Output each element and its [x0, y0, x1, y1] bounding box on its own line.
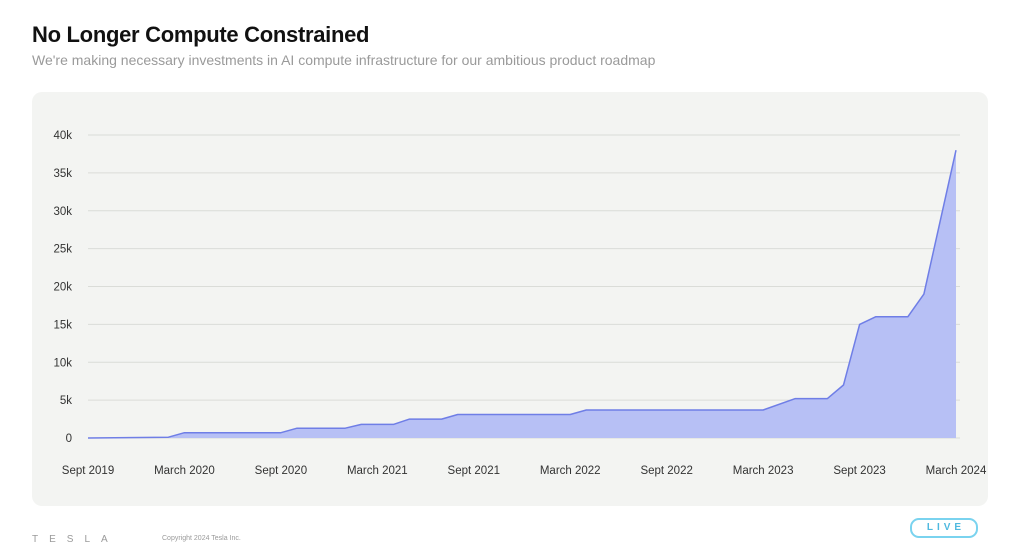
page-title: No Longer Compute Constrained [32, 22, 370, 47]
series-line-0 [87, 150, 957, 439]
x-tick-label: March 2022 [540, 465, 601, 477]
y-tick-label: 25k [53, 244, 72, 256]
series-area-0 [88, 150, 956, 438]
y-tick-label: 20k [53, 282, 72, 294]
copyright-text: Copyright 2024 Tesla Inc. [162, 535, 241, 542]
y-tick-label: 0 [66, 433, 72, 445]
x-tick-label: Sept 2019 [62, 465, 114, 477]
x-tick-label: March 2024 [926, 465, 987, 477]
page-subtitle: We're making necessary investments in AI… [32, 52, 656, 68]
x-tick-label: March 2023 [733, 465, 794, 477]
x-tick-label: Sept 2023 [833, 465, 885, 477]
y-tick-label: 40k [53, 130, 72, 142]
y-tick-label: 30k [53, 206, 72, 218]
live-badge: LIVE [910, 518, 978, 538]
x-tick-label: Sept 2022 [640, 465, 692, 477]
x-tick-label: March 2021 [347, 465, 408, 477]
y-tick-label: 10k [53, 357, 72, 369]
y-tick-label: 35k [53, 168, 72, 180]
x-tick-label: Sept 2020 [255, 465, 307, 477]
x-tick-label: March 2020 [154, 465, 215, 477]
y-tick-label: 5k [60, 395, 72, 407]
tesla-logo: TESLA [32, 534, 119, 545]
chart-panel: 0 5k 10k 15k 20k 25k 30k 35k 40k Sept 2019 March … [32, 92, 988, 506]
y-tick-label: 15k [53, 319, 72, 331]
compute-area-chart: 0 5k 10k 15k 20k 25k 30k 35k 40k Sept 2019 March … [53, 130, 987, 477]
x-tick-label: Sept 2021 [448, 465, 500, 477]
